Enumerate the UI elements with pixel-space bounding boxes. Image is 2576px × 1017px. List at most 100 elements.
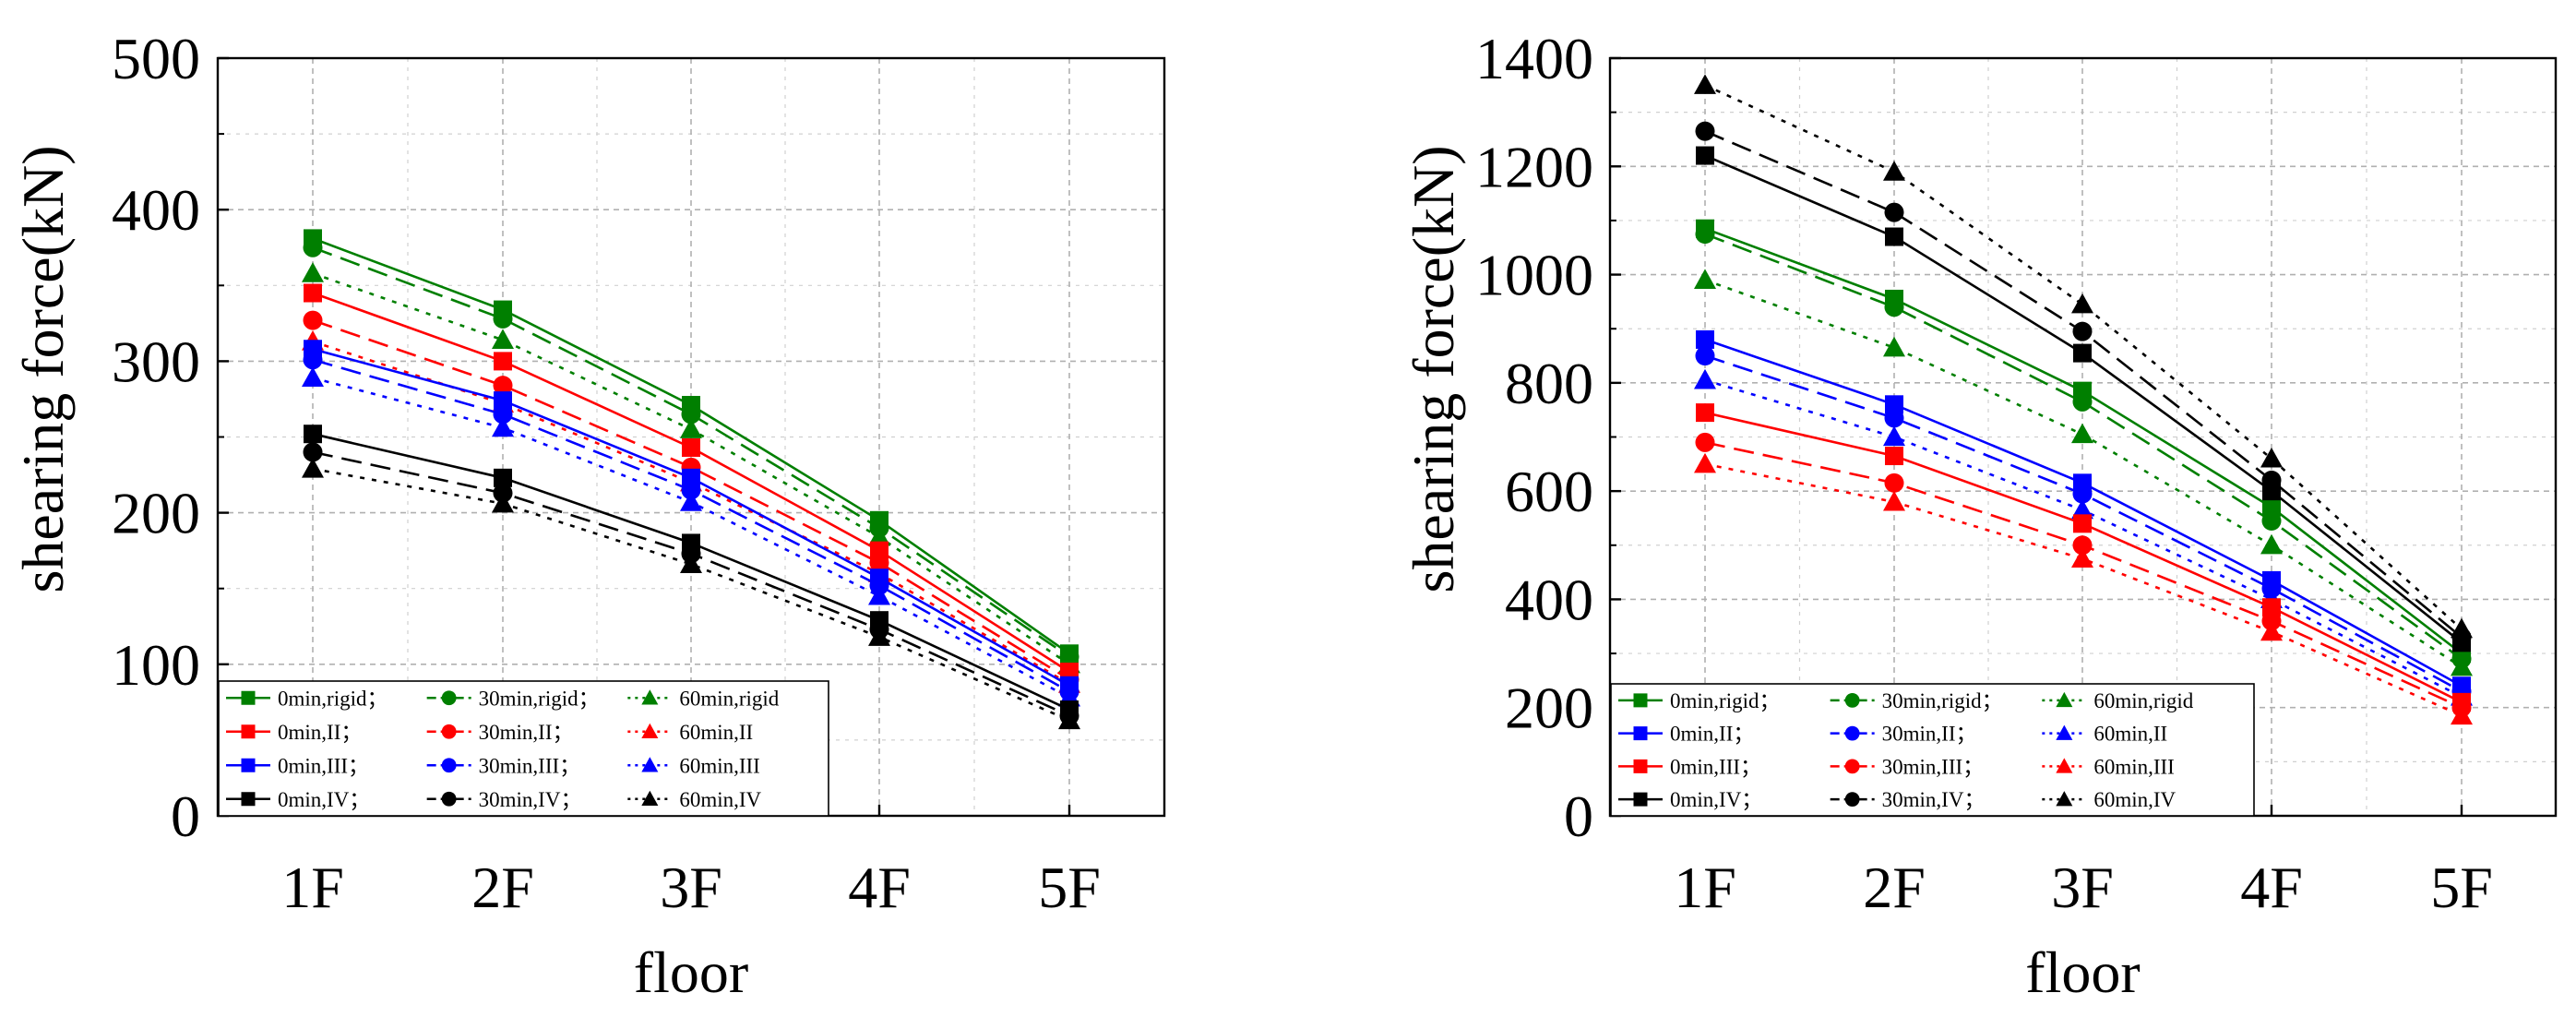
x-tick-label: 2F (471, 855, 534, 920)
y-tick-label: 200 (1505, 676, 1593, 741)
legend-item: 60min,IV (627, 788, 762, 811)
x-tick-label: 2F (1863, 855, 1926, 920)
y-tick-label: 400 (112, 177, 200, 243)
data-point (1885, 227, 1903, 246)
data-point (303, 237, 323, 257)
legend-item: 30min,rigid； (426, 687, 600, 710)
data-point (1696, 146, 1714, 165)
series-30min-rigid (1695, 224, 2472, 669)
data-point (1883, 336, 1905, 357)
y-tick-label: 400 (1505, 567, 1593, 632)
data-point (494, 468, 512, 487)
legend-label: 0min,rigid； (278, 687, 388, 710)
legend-label: 30min,III； (479, 754, 581, 777)
legend-item: 30min,III； (426, 754, 581, 777)
data-point (2072, 321, 2093, 341)
legend-label: 0min,III； (278, 754, 369, 777)
y-tick-label: 600 (1505, 459, 1593, 524)
data-point (2073, 514, 2092, 533)
y-tick-label: 0 (171, 784, 200, 849)
legend-swatch-marker (441, 791, 457, 807)
data-point (494, 391, 512, 411)
data-point (1884, 473, 1904, 493)
y-tick-label: 800 (1505, 351, 1593, 416)
data-point (2260, 533, 2283, 555)
legend-swatch-marker (1844, 725, 1860, 741)
series-0min-iv (1696, 146, 2471, 652)
data-point (868, 626, 890, 646)
data-point (493, 404, 513, 425)
x-tick-label: 3F (660, 855, 722, 920)
legend-swatch-marker (2056, 791, 2073, 807)
series-0min-iii (1696, 403, 2471, 712)
legend-label: 0min,IV； (1670, 788, 1762, 811)
data-point (303, 350, 323, 370)
data-point (1695, 224, 1715, 245)
series-60min-iv (302, 457, 1080, 730)
x-axis: 1F 2F 3F 4F 5F (1674, 805, 2493, 920)
legend-item: 60min,II (627, 721, 753, 744)
x-axis-title: floor (634, 939, 748, 1005)
legend-label: 0min,II； (278, 721, 362, 744)
series-60min-iii (1694, 452, 2473, 725)
legend-swatch-marker (1844, 693, 1860, 708)
legend-swatch-marker (1633, 759, 1648, 773)
legend-box (1610, 683, 2255, 817)
data-point (680, 418, 702, 438)
legend-swatch-marker (441, 724, 457, 739)
data-point (868, 584, 890, 605)
data-point (1884, 202, 1904, 222)
legend-label: 60min,IV (679, 788, 761, 811)
series-group (1694, 74, 2473, 725)
data-point (2073, 343, 2092, 363)
data-point (1058, 709, 1080, 730)
data-point (493, 308, 513, 329)
legend-label: 30min,rigid； (479, 687, 600, 710)
data-point (1885, 447, 1903, 466)
legend-item: 0min,IV； (226, 788, 370, 811)
data-point (1694, 452, 1716, 473)
legend-box (218, 680, 829, 817)
data-point (302, 262, 324, 282)
data-point (493, 376, 513, 396)
legend-swatch-marker (641, 757, 659, 772)
data-point (302, 366, 324, 388)
y-axis: 0 200 400 600 800 1000 1200 1400 (1475, 26, 1621, 849)
data-point (2072, 484, 2093, 504)
data-point (303, 442, 323, 462)
legend-label: 30min,rigid； (1882, 689, 2003, 712)
data-point (1883, 490, 1905, 511)
legend-item: 60min,II (2042, 723, 2167, 746)
x-tick-label: 3F (2051, 855, 2114, 920)
legend-item: 0min,II； (226, 721, 362, 744)
data-point (868, 525, 890, 546)
data-point (2071, 293, 2093, 314)
data-point (2071, 498, 2093, 520)
data-point (304, 283, 322, 303)
legend-item: 60min,IV (2042, 788, 2176, 811)
chart-panel-1: 0 100 200 300 400 500 1F 2F 3F 4F 5F floor shearing … (10, 26, 1166, 1005)
y-tick-label: 1200 (1475, 134, 1593, 199)
legend: 0min,rigid； 30min,rigid； 60min,rigid 0min,I… (1610, 683, 2255, 817)
legend-item: 0min,rigid； (226, 687, 388, 710)
data-point (302, 457, 324, 478)
data-point (494, 352, 512, 371)
data-point (680, 491, 702, 511)
legend-swatch-marker (641, 723, 659, 738)
data-point (2451, 704, 2473, 725)
data-point (681, 404, 701, 425)
x-tick-label: 4F (848, 855, 911, 920)
legend-swatch-marker (241, 792, 256, 807)
data-point (2071, 547, 2093, 568)
legend-label: 60min,II (679, 721, 753, 744)
legend-label: 0min,IV； (278, 788, 370, 811)
legend-swatch-marker (1844, 759, 1860, 774)
data-point (2262, 497, 2281, 517)
legend-swatch-marker (1633, 726, 1648, 741)
data-point (2451, 655, 2473, 676)
series-line (1704, 462, 2463, 717)
legend-swatch-marker (441, 690, 457, 706)
legend-item: 60min,rigid (627, 687, 780, 710)
data-point (492, 329, 514, 350)
